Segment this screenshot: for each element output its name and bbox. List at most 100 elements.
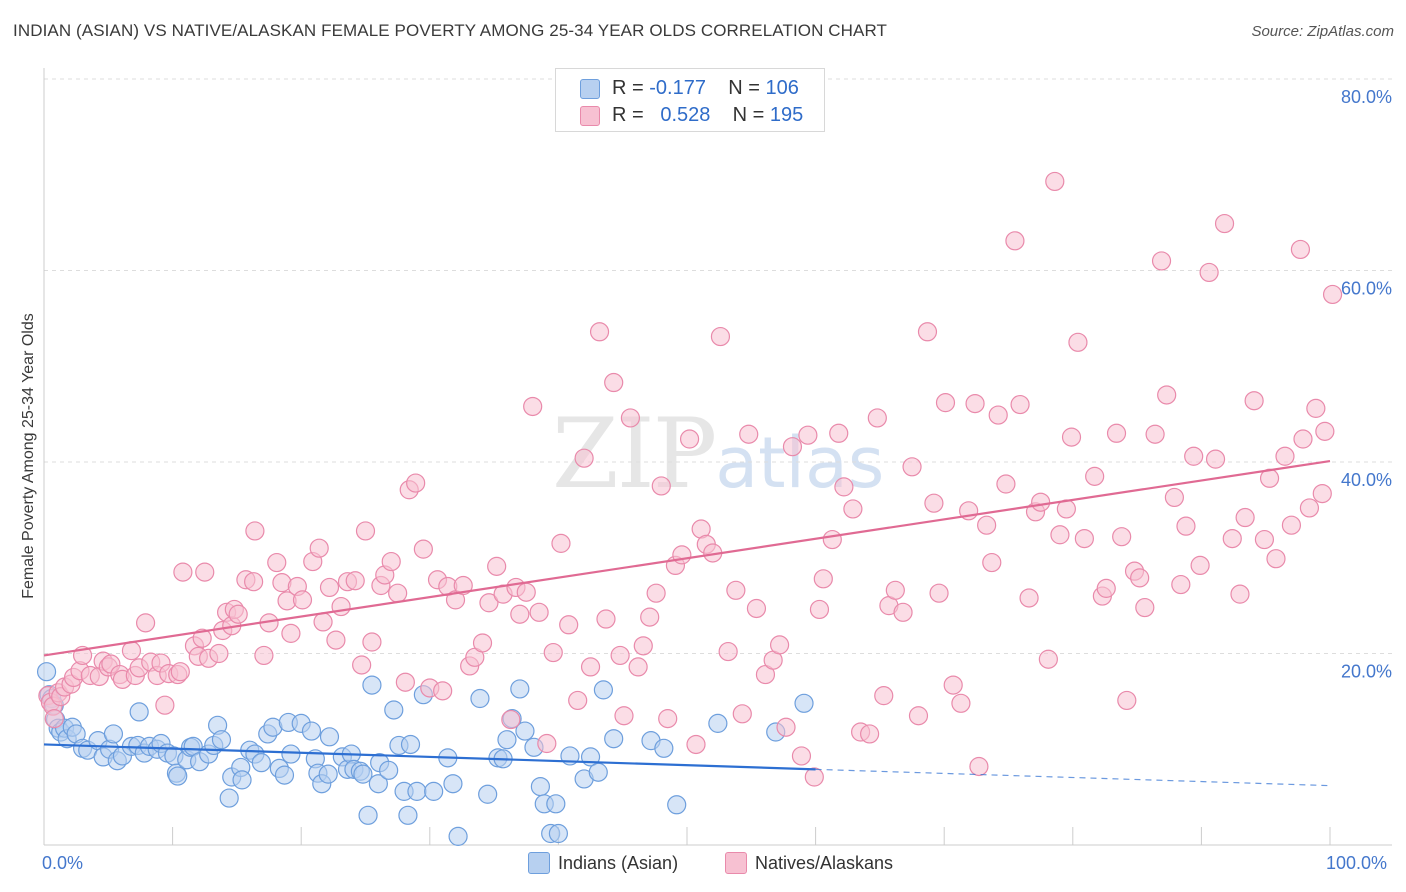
- point-indians-81: [478, 784, 498, 804]
- point-natives-164: [1050, 525, 1070, 545]
- point-indians-92: [546, 794, 566, 814]
- point-indians-37: [211, 730, 232, 750]
- point-natives-188: [1214, 213, 1235, 234]
- point-natives-161: [1031, 492, 1051, 512]
- point-natives-51: [292, 590, 313, 610]
- legend-r-value-indians: -0.177: [649, 77, 706, 99]
- point-natives-186: [1199, 262, 1219, 283]
- point-natives-120: [746, 598, 767, 619]
- point-natives-201: [1306, 398, 1326, 418]
- legend-n-value-indians: 106: [765, 77, 799, 99]
- point-natives-144: [917, 322, 938, 342]
- point-indians-105: [794, 693, 814, 713]
- point-natives-46: [267, 552, 287, 573]
- point-indians-74: [407, 781, 427, 801]
- point-natives-183: [1176, 516, 1196, 536]
- point-indians-0: [36, 662, 57, 682]
- point-natives-29: [173, 562, 193, 582]
- point-indians-64: [358, 805, 378, 825]
- point-natives-125: [782, 437, 803, 457]
- point-natives-32: [192, 628, 212, 648]
- point-natives-109: [672, 545, 692, 565]
- point-indians-99: [604, 729, 624, 749]
- point-natives-181: [1164, 487, 1184, 508]
- legend-n-label: N =: [728, 77, 760, 99]
- point-natives-132: [829, 423, 849, 443]
- point-natives-180: [1157, 385, 1177, 405]
- legend-swatch-natives: [725, 852, 747, 874]
- point-indians-87: [515, 721, 535, 741]
- point-natives-140: [885, 580, 905, 600]
- point-natives-97: [596, 609, 616, 629]
- point-natives-146: [929, 583, 949, 603]
- point-natives-53: [309, 538, 329, 558]
- point-natives-141: [893, 602, 913, 622]
- point-natives-73: [433, 681, 453, 701]
- point-natives-168: [1074, 528, 1094, 549]
- y-tick-label-80: 80.0%: [1341, 87, 1392, 107]
- point-natives-87: [523, 396, 543, 417]
- point-natives-21: [135, 613, 156, 633]
- y-tick-label-60: 60.0%: [1341, 279, 1392, 299]
- point-indians-86: [510, 679, 530, 699]
- point-natives-187: [1205, 449, 1226, 469]
- point-natives-96: [589, 322, 610, 342]
- point-natives-91: [551, 533, 571, 553]
- point-indians-48: [274, 765, 295, 785]
- point-indians-52: [301, 721, 322, 741]
- point-natives-133: [834, 477, 854, 497]
- trend-line-indians: [43, 743, 816, 771]
- point-natives-25: [155, 695, 175, 715]
- point-natives-171: [1096, 578, 1116, 598]
- point-natives-172: [1106, 423, 1127, 443]
- point-indians-57: [319, 727, 340, 747]
- point-indians-38: [219, 788, 239, 808]
- point-natives-131: [822, 529, 842, 550]
- point-natives-154: [982, 552, 1002, 573]
- point-natives-157: [1005, 231, 1025, 251]
- point-indians-72: [398, 805, 418, 825]
- point-natives-55: [319, 577, 340, 598]
- point-natives-86: [516, 582, 536, 602]
- point-natives-59: [345, 571, 365, 591]
- legend-swatch-pink: [580, 106, 600, 126]
- point-natives-3: [44, 709, 64, 729]
- point-indians-97: [588, 762, 608, 782]
- point-natives-40: [228, 604, 248, 624]
- point-natives-43: [245, 521, 265, 541]
- point-natives-117: [726, 580, 746, 600]
- point-natives-143: [908, 706, 929, 726]
- point-natives-94: [574, 448, 594, 468]
- legend-r-value-natives: 0.528: [660, 104, 711, 126]
- point-indians-69: [384, 700, 404, 720]
- point-natives-110: [679, 429, 700, 449]
- point-natives-159: [1019, 588, 1039, 608]
- point-natives-67: [395, 672, 415, 692]
- point-natives-155: [988, 405, 1008, 425]
- point-natives-107: [658, 709, 678, 729]
- point-natives-100: [614, 706, 634, 726]
- point-natives-197: [1281, 515, 1302, 535]
- point-indians-93: [548, 823, 569, 844]
- legend-label-indians: Indians (Asian): [558, 853, 679, 873]
- legend-swatch-blue: [580, 79, 600, 99]
- legend-n-value-natives: 195: [769, 104, 804, 126]
- point-natives-56: [326, 630, 346, 650]
- point-natives-149: [951, 693, 971, 713]
- point-natives-199: [1293, 429, 1313, 449]
- point-natives-95: [580, 657, 601, 677]
- point-indians-78: [443, 774, 463, 794]
- point-natives-178: [1145, 424, 1165, 444]
- point-natives-176: [1130, 568, 1150, 588]
- point-natives-152: [969, 756, 989, 777]
- point-natives-83: [501, 709, 521, 730]
- point-natives-65: [381, 551, 401, 572]
- point-natives-204: [1322, 284, 1343, 305]
- point-natives-60: [352, 655, 372, 675]
- legend-label-natives: Natives/Alaskans: [755, 853, 894, 873]
- point-natives-103: [633, 636, 653, 656]
- chart-title: INDIAN (ASIAN) VS NATIVE/ALASKAN FEMALE …: [13, 21, 888, 40]
- y-tick-label-20: 20.0%: [1341, 662, 1392, 682]
- point-natives-18: [121, 641, 142, 661]
